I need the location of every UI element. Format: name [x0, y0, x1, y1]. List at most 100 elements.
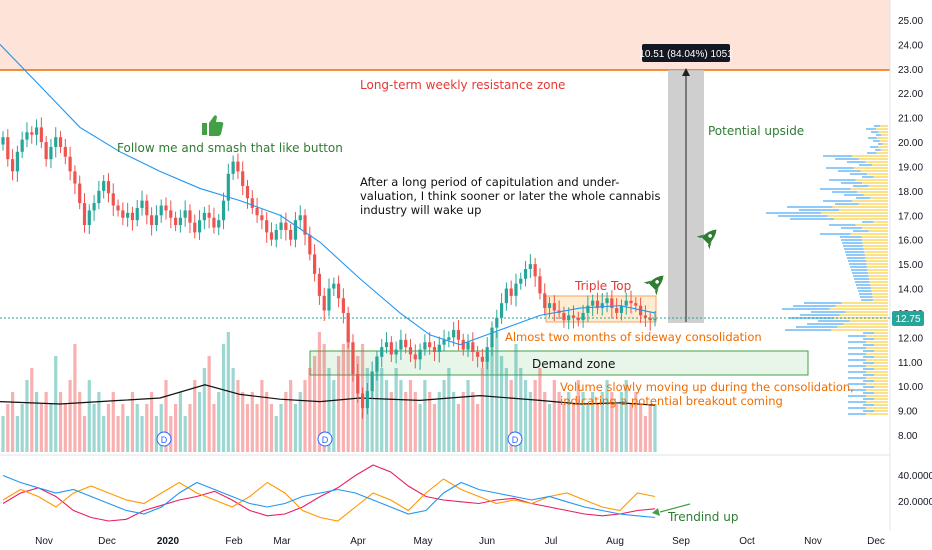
- volume-bar: [586, 404, 590, 452]
- volume-profile-bar: [869, 281, 888, 283]
- volume-profile-bar: [787, 206, 833, 208]
- volume-profile-bar: [869, 278, 888, 280]
- volume-profile-bar: [831, 329, 888, 331]
- volume-bar: [528, 392, 532, 452]
- volume-bar: [499, 356, 504, 452]
- volume-profile-bar: [871, 290, 888, 292]
- volume-bar: [336, 356, 341, 452]
- volume-bar: [274, 416, 278, 452]
- volume-profile-bar: [848, 383, 866, 385]
- volume-bar: [370, 380, 374, 452]
- volume-bar: [188, 404, 192, 452]
- volume-bar: [221, 344, 226, 452]
- dividend-marker[interactable]: [507, 431, 523, 447]
- candle: [346, 312, 350, 343]
- time-tick-label: Apr: [350, 536, 366, 547]
- price-tick-label: 10.00: [898, 382, 923, 393]
- volume-profile-bar: [868, 185, 888, 187]
- volume-bar: [116, 416, 120, 452]
- candle: [610, 298, 614, 309]
- volume-bar: [212, 404, 216, 452]
- candle: [547, 303, 552, 309]
- volume-bar: [150, 392, 154, 452]
- volume-profile-bar: [846, 254, 865, 256]
- volume-bar: [538, 368, 542, 452]
- volume-profile-bar: [823, 155, 853, 157]
- volume-profile-bar: [785, 329, 832, 331]
- volume-profile-bar: [807, 323, 844, 325]
- candle: [217, 220, 221, 228]
- volume-profile-bar: [829, 224, 856, 226]
- volume-bar: [183, 416, 187, 452]
- volume-profile-bar: [867, 266, 888, 268]
- volume-bar: [595, 404, 600, 452]
- candle: [591, 300, 595, 306]
- candle: [567, 315, 571, 321]
- candle: [360, 393, 365, 409]
- candle: [6, 137, 10, 160]
- price-tick-label: 14.00: [898, 285, 923, 296]
- volume-bar: [552, 380, 556, 452]
- volume-bar: [404, 392, 408, 452]
- volume-profile-bar: [796, 326, 838, 328]
- volume-profile-bar: [863, 344, 875, 346]
- volume-profile-bar: [847, 257, 866, 259]
- volume-bar: [643, 416, 648, 452]
- volume-bar: [351, 344, 355, 452]
- candle: [145, 200, 149, 216]
- volume-bar: [471, 392, 475, 452]
- volume-profile-bar: [870, 287, 888, 289]
- volume-bar: [44, 392, 48, 452]
- volume-profile-bar: [863, 356, 875, 358]
- volume-bar: [480, 368, 485, 452]
- volume-profile-bar: [848, 359, 866, 361]
- volume-bar: [169, 416, 173, 452]
- volume-profile-bar: [874, 404, 888, 406]
- volume-bar: [619, 392, 624, 452]
- volume-profile-bar: [850, 188, 888, 190]
- volume-profile-bar: [852, 272, 869, 274]
- price-tick-label: 17.00: [898, 211, 923, 222]
- volume-profile-bar: [862, 182, 888, 184]
- volume-profile-bar: [789, 317, 834, 319]
- candle: [63, 146, 67, 157]
- volume-profile-bar: [826, 167, 854, 169]
- volume-bar: [562, 404, 566, 452]
- dividend-marker-label: D: [512, 435, 519, 445]
- volume-profile-bar: [866, 365, 888, 367]
- candle: [423, 342, 427, 350]
- rocket-icon: [696, 229, 717, 250]
- candle: [78, 183, 82, 204]
- time-tick-label: Oct: [739, 536, 755, 547]
- candle: [130, 212, 135, 221]
- candle: [255, 207, 259, 216]
- volume-bar: [476, 404, 480, 452]
- volume-profile-bar: [874, 374, 888, 376]
- dividend-marker[interactable]: [156, 431, 172, 447]
- candle: [279, 222, 283, 230]
- dividend-marker[interactable]: [317, 431, 333, 447]
- volume-profile-bar: [867, 173, 888, 175]
- volume-profile-bar: [863, 245, 888, 247]
- volume-profile-bar: [834, 218, 888, 220]
- volume-bar: [341, 344, 345, 452]
- candle: [466, 342, 470, 350]
- volume-bar: [217, 392, 221, 452]
- time-tick-label: May: [414, 536, 433, 547]
- time-tick-label: Sep: [672, 536, 690, 547]
- volume-profile-bar: [857, 191, 888, 193]
- candle: [495, 317, 499, 328]
- candle: [639, 305, 643, 316]
- candle: [68, 156, 72, 172]
- volume-profile-bar: [848, 353, 866, 355]
- candle: [298, 215, 302, 221]
- volume-profile-bar: [848, 407, 866, 409]
- volume-profile-bar: [852, 200, 888, 202]
- candle: [404, 339, 408, 348]
- candle: [523, 269, 528, 279]
- volume-profile-bar: [820, 233, 851, 235]
- price-tick-label: 12.00: [898, 333, 923, 344]
- volume-profile-bar: [882, 143, 888, 145]
- candle: [102, 181, 106, 191]
- volume-bar: [207, 356, 211, 452]
